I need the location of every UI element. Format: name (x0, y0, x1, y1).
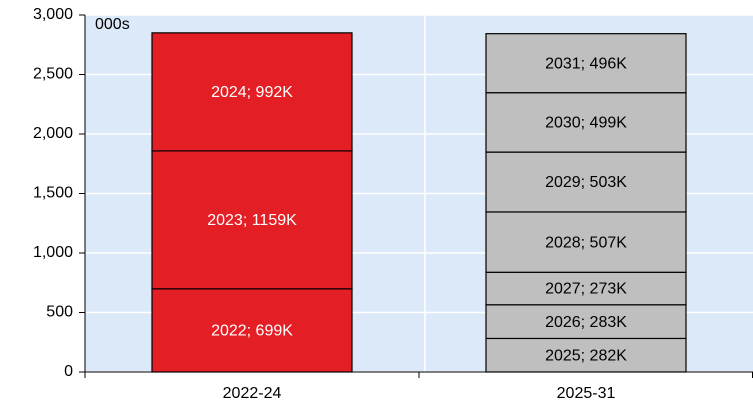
y-tick-label: 0 (64, 363, 73, 380)
bar-segment (485, 304, 687, 340)
y-tick-label: 500 (46, 304, 73, 321)
data-label: 2022; 699K (211, 323, 293, 340)
y-tick-label: 3,000 (33, 6, 73, 23)
x-tick-label: 2025-31 (557, 385, 616, 402)
unit-label: 000s (95, 16, 130, 33)
bar-segment (485, 337, 687, 373)
data-label: 2027; 273K (545, 281, 627, 298)
bar-segment (485, 33, 687, 94)
bar-segment (151, 288, 353, 373)
y-tick-label: 1,500 (33, 185, 73, 202)
data-label: 2030; 499K (545, 115, 627, 132)
data-label: 2025; 282K (545, 347, 627, 364)
data-label: 2029; 503K (545, 174, 627, 191)
data-label: 2026; 283K (545, 314, 627, 331)
data-label: 2028; 507K (545, 234, 627, 251)
bar-segment (485, 92, 687, 153)
bar-segment (485, 151, 687, 213)
data-label: 2031; 496K (545, 55, 627, 72)
y-tick-label: 1,000 (33, 244, 73, 261)
x-tick-label: 2022-24 (223, 385, 282, 402)
y-tick-label: 2,000 (33, 125, 73, 142)
data-label: 2023; 1159K (207, 212, 297, 229)
bar-segment (151, 32, 353, 152)
data-label: 2024; 992K (211, 84, 293, 101)
bar-segment (485, 211, 687, 273)
bar-segment (485, 271, 687, 306)
bar-segment (151, 150, 353, 290)
y-tick-label: 2,500 (33, 66, 73, 83)
